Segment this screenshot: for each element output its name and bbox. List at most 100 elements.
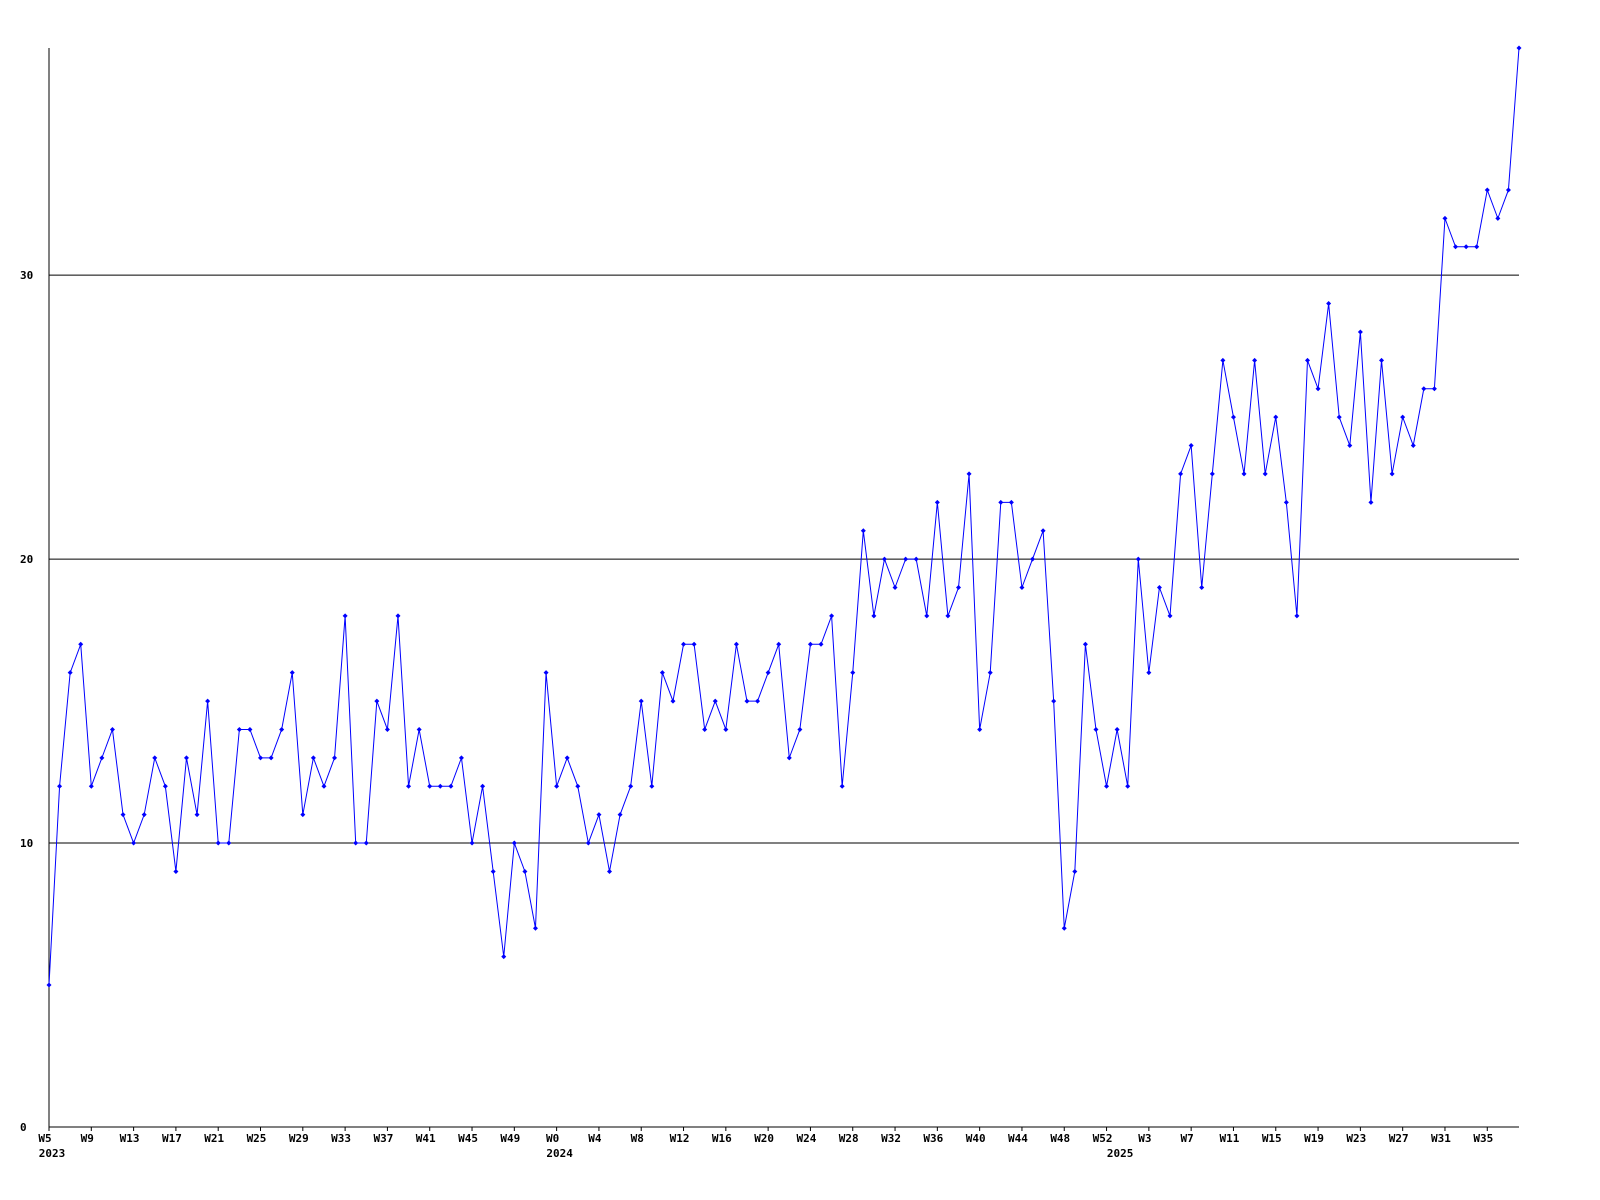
data-point <box>374 698 380 704</box>
data-point <box>1431 386 1437 392</box>
data-point <box>1389 471 1395 477</box>
x-tick-label: W49 <box>500 1132 520 1145</box>
data-point <box>469 840 475 846</box>
data-point <box>1347 443 1353 449</box>
data-point <box>152 755 158 761</box>
data-point <box>607 868 613 874</box>
data-point <box>1336 414 1342 420</box>
x-tick-label: W12 <box>670 1132 690 1145</box>
data-point <box>458 755 464 761</box>
year-label: 2024 <box>546 1147 573 1160</box>
data-point <box>480 783 486 789</box>
data-point <box>1061 925 1067 931</box>
x-tick-label: W52 <box>1093 1132 1113 1145</box>
data-point <box>818 641 824 647</box>
data-point <box>99 755 105 761</box>
data-point <box>554 783 560 789</box>
data-point <box>427 783 433 789</box>
x-tick-label: W25 <box>247 1132 267 1145</box>
data-point <box>205 698 211 704</box>
data-point <box>807 641 813 647</box>
x-tick-label: W17 <box>162 1132 182 1145</box>
data-point <box>829 613 835 619</box>
year-label: 2025 <box>1107 1147 1134 1160</box>
data-point <box>1209 471 1215 477</box>
x-tick-label: W44 <box>1008 1132 1028 1145</box>
data-point <box>78 641 84 647</box>
data-point <box>279 726 285 732</box>
data-point <box>670 698 676 704</box>
data-point <box>786 755 792 761</box>
data-point <box>215 840 221 846</box>
data-point <box>120 812 126 818</box>
x-tick-label: W23 <box>1346 1132 1366 1145</box>
data-point <box>1135 556 1141 562</box>
data-point <box>1495 215 1501 221</box>
data-point <box>966 471 972 477</box>
data-point <box>691 641 697 647</box>
data-point <box>596 812 602 818</box>
data-point <box>1453 244 1459 250</box>
x-tick-label: W5 <box>38 1132 51 1145</box>
data-point <box>1421 386 1427 392</box>
data-point <box>141 812 147 818</box>
x-tick-label: W28 <box>839 1132 859 1145</box>
data-point <box>1326 301 1332 307</box>
y-tick-label: 10 <box>20 837 33 850</box>
y-tick-label: 0 <box>20 1121 27 1134</box>
data-point <box>860 528 866 534</box>
data-point <box>1019 585 1025 590</box>
data-point <box>617 812 623 818</box>
x-tick-label: W9 <box>81 1132 94 1145</box>
data-point <box>977 726 983 732</box>
y-tick-label: 20 <box>20 553 33 566</box>
data-point <box>1442 215 1448 221</box>
year-label: 2023 <box>39 1147 66 1160</box>
x-tick-label: W37 <box>373 1132 393 1145</box>
data-point <box>353 840 359 846</box>
data-point <box>321 783 327 789</box>
data-point <box>1082 641 1088 647</box>
data-point <box>310 755 316 761</box>
data-point <box>649 783 655 789</box>
data-point <box>1051 698 1057 704</box>
data-point <box>268 755 274 761</box>
data-point <box>1104 783 1110 789</box>
data-point <box>1262 471 1268 477</box>
data-point <box>236 726 242 732</box>
data-point <box>1199 585 1205 590</box>
x-tick-label: W29 <box>289 1132 309 1145</box>
data-point <box>258 755 264 761</box>
data-point <box>1410 443 1416 449</box>
data-point <box>1252 357 1258 363</box>
data-point <box>1379 357 1385 363</box>
data-point <box>945 613 951 619</box>
data-point <box>57 783 63 789</box>
data-point <box>702 726 708 732</box>
data-point <box>131 840 137 846</box>
data-point <box>1368 499 1374 505</box>
data-point <box>173 868 179 874</box>
x-tick-label: W35 <box>1473 1132 1493 1145</box>
data-point <box>575 783 581 789</box>
data-point <box>765 670 771 676</box>
data-point <box>1114 726 1120 732</box>
x-tick-label: W20 <box>754 1132 774 1145</box>
data-point <box>342 613 348 619</box>
data-point <box>585 840 591 846</box>
data-point <box>226 840 232 846</box>
data-point <box>1241 471 1247 477</box>
data-point <box>744 698 750 704</box>
data-point <box>1400 414 1406 420</box>
data-point <box>1474 244 1480 250</box>
data-point <box>437 783 443 789</box>
data-point <box>490 868 496 874</box>
x-tick-label: W45 <box>458 1132 478 1145</box>
data-point <box>797 726 803 732</box>
data-point <box>1040 528 1046 534</box>
x-tick-label: W40 <box>966 1132 986 1145</box>
data-point <box>638 698 644 704</box>
data-point <box>1283 499 1289 505</box>
data-point <box>1357 329 1363 335</box>
